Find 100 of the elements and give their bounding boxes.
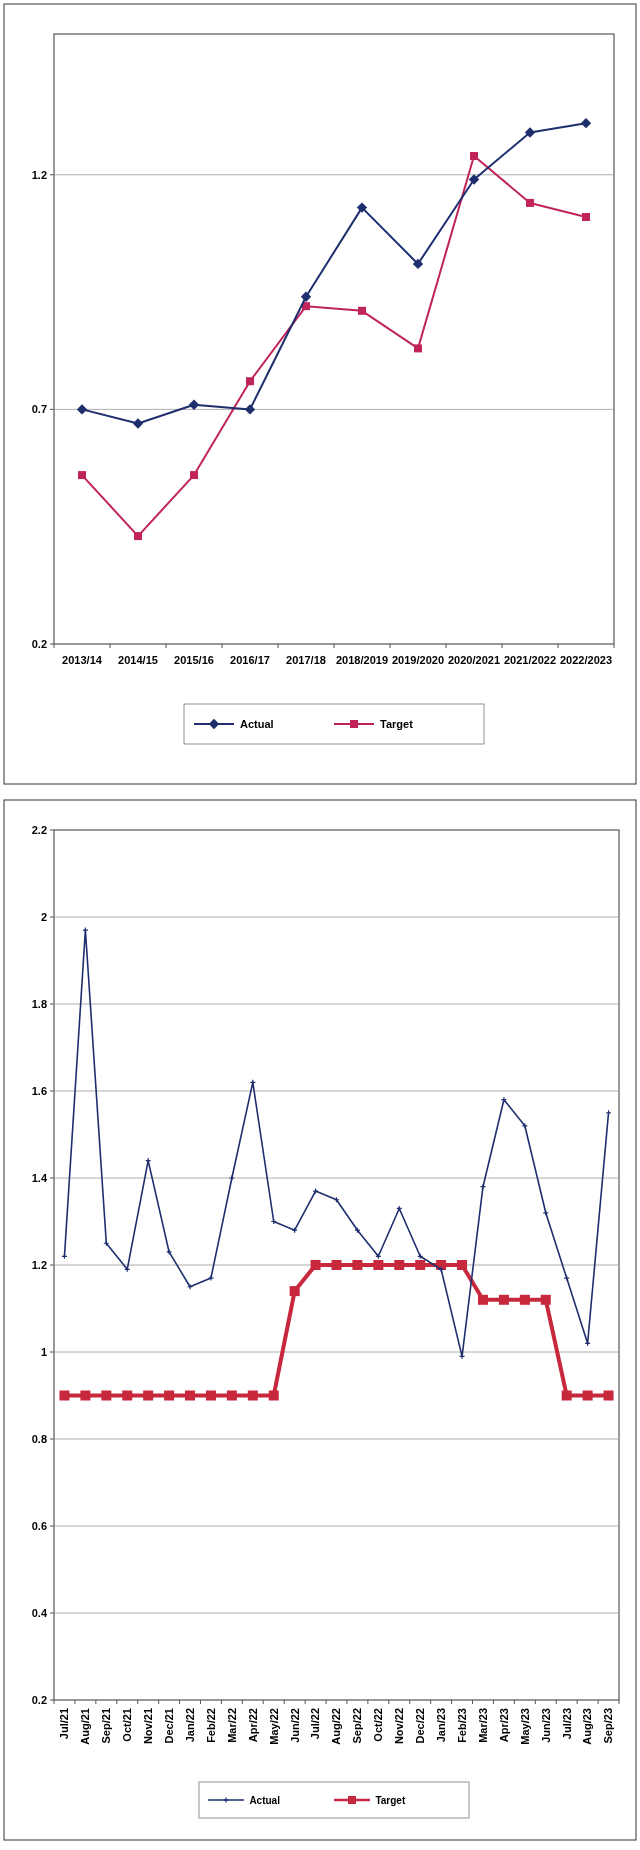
x-tick-label: 2021/2022 [504, 654, 556, 666]
x-tick-label: Oct/21 [121, 1708, 134, 1742]
y-tick-label: 1.8 [31, 997, 47, 1010]
x-tick-label: Mar/23 [476, 1708, 489, 1743]
point [143, 1390, 154, 1401]
point [82, 926, 89, 934]
x-tick-label: 2019/2020 [392, 654, 444, 666]
point [244, 404, 256, 415]
x-tick-label: Sep/22 [351, 1708, 364, 1744]
point [80, 1390, 91, 1401]
point [188, 399, 200, 410]
x-tick-label: Sep/23 [602, 1708, 615, 1744]
point [310, 1260, 321, 1270]
point [561, 1390, 572, 1401]
y-tick-label: 2 [40, 910, 47, 923]
x-tick-label: Jul/22 [309, 1708, 322, 1740]
legend-label: Target [380, 717, 414, 730]
point [59, 1390, 70, 1401]
x-tick-label: Dec/22 [414, 1708, 427, 1744]
y-tick-label: 1 [40, 1345, 47, 1358]
point [228, 1174, 235, 1182]
x-tick-label: Sep/21 [100, 1708, 113, 1744]
point [101, 1390, 112, 1401]
y-tick-label: 0.4 [31, 1606, 48, 1619]
point [500, 1096, 508, 1103]
x-tick-label: Aug/23 [581, 1708, 594, 1745]
y-tick-label: 1.2 [31, 168, 47, 181]
x-tick-label: 2016/17 [230, 654, 270, 666]
legend-label: Actual [240, 717, 274, 730]
point [457, 1260, 468, 1270]
y-tick-label: 1.2 [31, 1258, 47, 1271]
point [498, 1294, 509, 1305]
point [479, 1183, 487, 1190]
x-tick-label: Apr/23 [497, 1708, 510, 1743]
point [78, 471, 86, 480]
point [582, 1390, 593, 1401]
legend-label: Actual [249, 1794, 281, 1806]
point [312, 1187, 319, 1195]
point [246, 377, 254, 386]
x-tick-label: Aug/22 [330, 1708, 343, 1745]
y-tick-label: 0.6 [31, 1519, 47, 1532]
x-tick-label: Jul/21 [58, 1708, 71, 1740]
point [438, 1266, 445, 1273]
point [164, 1390, 175, 1401]
point [205, 1390, 216, 1401]
point [207, 1274, 215, 1282]
x-tick-label: Dec/21 [162, 1708, 175, 1744]
point [519, 1294, 530, 1305]
x-tick-label: Feb/22 [204, 1708, 217, 1743]
point [300, 291, 312, 302]
x-tick-label: Oct/22 [372, 1708, 385, 1742]
point [356, 202, 368, 213]
y-tick-label: 1.6 [31, 1084, 47, 1097]
x-tick-label: 2015/16 [174, 654, 214, 666]
point [468, 174, 480, 185]
point [582, 213, 590, 221]
point [226, 1390, 237, 1401]
point [580, 117, 592, 129]
x-tick-label: May/23 [518, 1708, 531, 1745]
point [122, 1390, 133, 1401]
point [165, 1248, 173, 1256]
x-tick-label: Feb/23 [455, 1708, 468, 1743]
x-tick-label: 2022/2023 [560, 654, 612, 666]
x-tick-label: Jun/22 [288, 1708, 301, 1743]
point [526, 198, 534, 207]
point [302, 302, 310, 311]
point [563, 1274, 570, 1282]
y-tick-label: 0.2 [31, 637, 47, 650]
point [394, 1260, 405, 1270]
point [289, 1286, 300, 1297]
point [603, 1390, 614, 1401]
y-tick-label: 0.2 [31, 1693, 47, 1706]
x-tick-label: 2014/15 [118, 654, 158, 666]
point [358, 306, 366, 315]
x-tick-label: 2018/2019 [336, 654, 388, 666]
legend-label: Target [375, 1794, 406, 1806]
y-tick-label: 0.7 [31, 403, 47, 416]
point [524, 127, 536, 138]
x-tick-label: Nov/22 [393, 1708, 406, 1745]
y-tick-label: 2.2 [31, 823, 47, 836]
x-tick-label: Apr/22 [246, 1708, 259, 1743]
y-tick-label: 0.8 [31, 1432, 47, 1445]
point [134, 532, 142, 541]
x-tick-label: 2020/2021 [448, 654, 500, 666]
x-tick-label: Nov/21 [142, 1708, 155, 1745]
point [76, 404, 88, 415]
point [247, 1390, 258, 1401]
x-tick-label: 2013/14 [62, 654, 103, 666]
x-tick-label: Mar/22 [225, 1708, 238, 1743]
point [373, 1260, 384, 1270]
x-tick-label: Aug/21 [79, 1708, 92, 1745]
point [352, 1260, 363, 1270]
x-tick-label: Jun/23 [539, 1708, 552, 1743]
point [190, 471, 198, 480]
point [477, 1294, 488, 1305]
point [331, 1260, 342, 1270]
point [186, 1283, 194, 1290]
y-tick-label: 1.4 [31, 1171, 48, 1184]
x-tick-label: 2017/18 [286, 654, 326, 666]
x-tick-label: Jul/23 [560, 1708, 573, 1740]
